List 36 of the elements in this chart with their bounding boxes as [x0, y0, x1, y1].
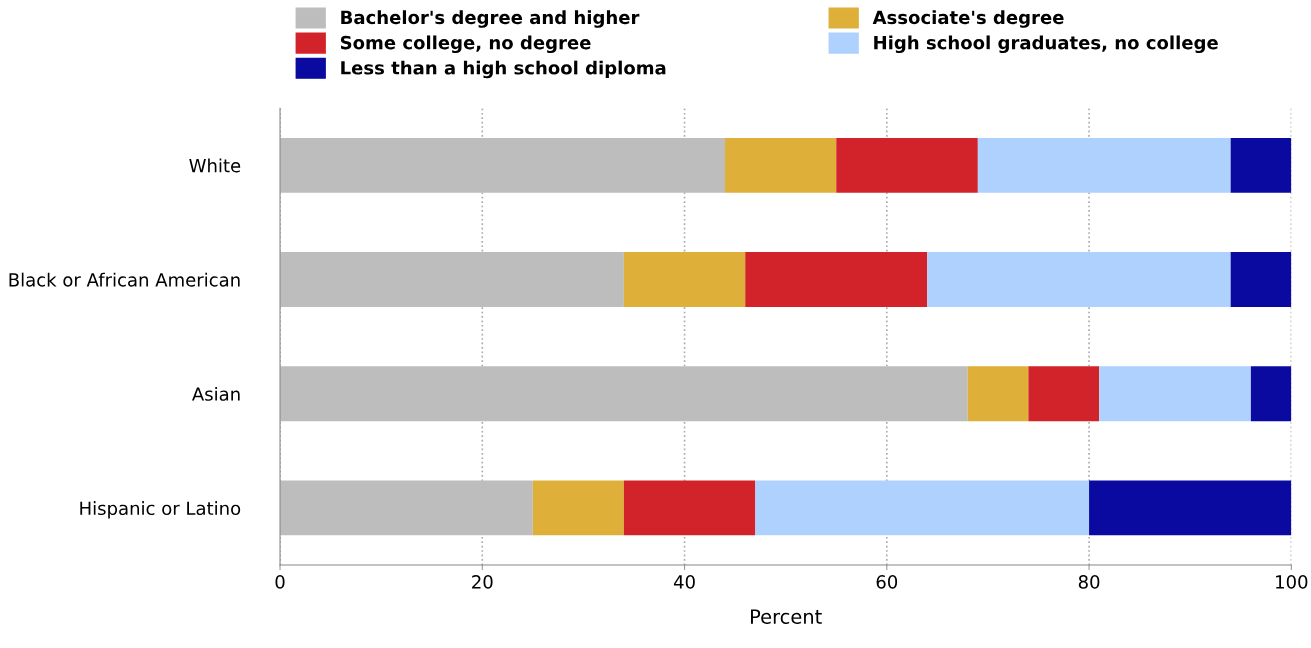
bar	[280, 252, 624, 307]
bar	[1250, 366, 1292, 422]
bar	[280, 480, 533, 536]
bar	[1089, 480, 1292, 536]
y-tick-label: Asian	[192, 386, 240, 401]
legend-label: High school graduates, no college	[874, 35, 1218, 54]
y-tick-label: White	[189, 158, 241, 173]
bar	[836, 137, 978, 193]
bar	[280, 137, 725, 193]
x-tick-label: 80	[1078, 575, 1100, 589]
bar	[755, 480, 1090, 536]
bar	[623, 252, 746, 307]
x-tick-label: 20	[472, 575, 493, 589]
bar	[280, 366, 968, 422]
x-tick-label: 100	[1276, 575, 1308, 589]
bar	[1230, 252, 1292, 307]
legend-label: Less than a high school diploma	[341, 60, 666, 79]
legend-label: Bachelor's degree and higher	[341, 10, 640, 28]
legend-label: Associate's degree	[872, 10, 1064, 28]
y-tick-label: Hispanic or Latino	[80, 501, 241, 519]
bar	[745, 252, 928, 307]
x-axis-title: Percent	[751, 609, 822, 624]
bar	[1028, 366, 1100, 422]
x-tick-label: 0	[275, 575, 285, 589]
bar	[1099, 366, 1251, 422]
bar	[532, 480, 624, 536]
bar	[927, 252, 1231, 307]
bar	[623, 480, 756, 536]
x-tick-label: 60	[876, 575, 898, 589]
bar	[977, 137, 1231, 193]
bar	[725, 137, 837, 193]
bar	[967, 366, 1029, 422]
legend-label: Some college, no degree	[340, 35, 591, 54]
x-tick-label: 40	[673, 575, 695, 589]
y-tick-label: Black or African American	[9, 272, 240, 287]
bar	[1230, 137, 1292, 193]
